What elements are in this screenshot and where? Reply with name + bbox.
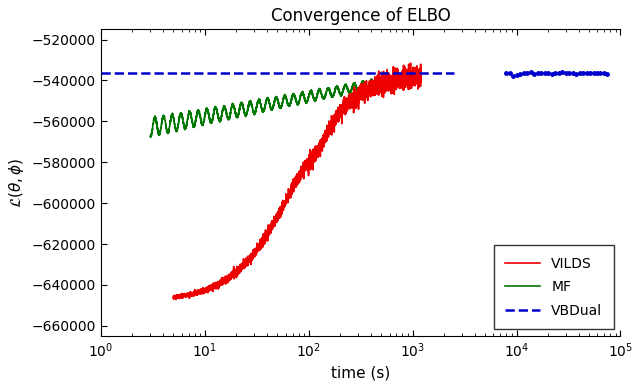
MF <box>147 135 155 139</box>
VILDS <box>412 80 420 85</box>
MF <box>255 99 262 103</box>
MF <box>330 92 337 97</box>
Legend: VILDS, MF, VBDual: VILDS, MF, VBDual <box>494 245 614 329</box>
Y-axis label: $\mathcal{L}(\theta, \phi)$: $\mathcal{L}(\theta, \phi)$ <box>7 158 26 208</box>
MF <box>253 106 260 110</box>
VILDS <box>264 223 272 227</box>
VILDS <box>172 297 180 302</box>
MF <box>391 79 399 84</box>
VILDS <box>212 284 220 289</box>
VILDS <box>417 84 424 88</box>
MF <box>394 72 401 77</box>
VILDS <box>385 73 393 78</box>
VILDS <box>407 61 415 65</box>
VILDS <box>198 289 205 294</box>
MF <box>399 80 406 85</box>
Line: VILDS: VILDS <box>173 63 420 300</box>
VBDual <box>97 71 104 75</box>
MF <box>378 80 386 84</box>
VILDS <box>275 212 283 216</box>
Line: MF: MF <box>150 75 403 137</box>
MF <box>266 103 274 108</box>
VILDS <box>170 296 177 300</box>
MF <box>147 135 154 139</box>
X-axis label: time (s): time (s) <box>331 365 390 380</box>
VBDual <box>450 71 458 75</box>
Title: Convergence of ELBO: Convergence of ELBO <box>271 7 451 25</box>
